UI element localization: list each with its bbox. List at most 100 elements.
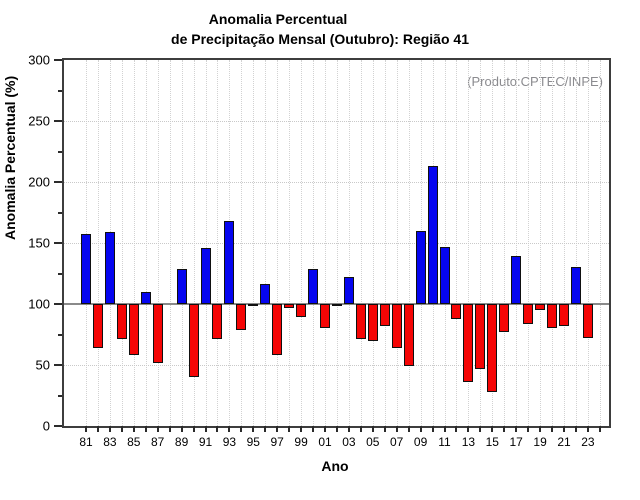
chart-subtitle: de Precipitação Mensal (Outubro): Região… [171, 31, 469, 47]
x-tick-label: 01 [318, 435, 332, 449]
x-axis-tick [347, 426, 350, 432]
x-tick-label: 91 [198, 435, 213, 449]
x-tick-label: 99 [294, 435, 308, 449]
y-tick-label: 0 [42, 418, 50, 434]
y-tick-label: 250 [28, 113, 50, 129]
x-axis-tick [419, 426, 422, 432]
x-tick-label: 23 [581, 435, 595, 449]
x-axis-tick [563, 426, 565, 432]
bar-1991 [200, 247, 211, 304]
y-axis-minor-tick [58, 394, 62, 397]
x-axis-tick [144, 426, 147, 432]
x-axis-tick [192, 426, 195, 432]
bar-2011 [439, 246, 450, 304]
x-axis-tick [120, 426, 123, 432]
x-axis-tick [479, 426, 482, 432]
bar-1996 [260, 284, 271, 304]
x-tick-label: 97 [270, 435, 284, 449]
x-axis-tick [598, 426, 601, 432]
x-axis-tick [252, 426, 255, 432]
x-axis-tick [204, 426, 207, 432]
horizontal-gridline [64, 121, 609, 122]
bar-2020 [547, 304, 558, 329]
x-tick-label: 81 [79, 435, 93, 449]
bar-1992 [212, 304, 223, 340]
bar-1985 [128, 304, 139, 356]
x-axis-tick [168, 426, 171, 432]
bar-1981 [81, 234, 91, 304]
y-axis-minor-tick [58, 333, 62, 336]
bar-2015 [487, 304, 498, 392]
x-axis-tick [228, 426, 231, 432]
y-axis-minor-tick [58, 272, 62, 275]
x-axis-tick [586, 426, 589, 432]
x-tick-label: 11 [438, 435, 451, 449]
bar-2001 [320, 304, 330, 329]
x-axis-tick [85, 426, 87, 432]
bar-1997 [272, 304, 283, 356]
x-axis-tick [407, 426, 410, 432]
x-axis-tick [574, 426, 577, 432]
x-axis-tick [527, 426, 530, 432]
y-axis-label: Anomalia Percentual (%) [2, 75, 18, 240]
horizontal-gridline [64, 365, 609, 366]
x-tick-label: 13 [461, 435, 476, 449]
x-axis-tick [240, 426, 243, 432]
x-tick-label: 19 [533, 435, 547, 449]
x-tick-label: 09 [413, 435, 428, 449]
x-axis-tick [503, 426, 506, 432]
bar-2017 [511, 256, 522, 304]
x-tick-label: 89 [174, 435, 189, 449]
y-tick-label: 200 [28, 174, 50, 190]
x-axis-tick [431, 426, 434, 432]
y-tick-label: 300 [28, 52, 50, 68]
y-axis-tick [54, 59, 62, 61]
bar-1994 [236, 304, 247, 330]
bar-1999 [296, 304, 307, 318]
y-axis-minor-tick [58, 89, 62, 92]
bar-2009 [415, 230, 426, 304]
x-axis-tick [335, 426, 338, 432]
y-axis-tick [54, 303, 62, 305]
bar-2019 [535, 304, 546, 311]
bar-2018 [523, 304, 534, 324]
bar-2000 [308, 268, 319, 304]
x-tick-label: 95 [246, 435, 260, 449]
bar-1982 [92, 304, 103, 348]
x-tick-label: 93 [222, 435, 237, 449]
x-axis-tick [264, 426, 267, 432]
bar-2002 [331, 304, 342, 307]
bar-1993 [224, 221, 235, 304]
y-axis-tick [54, 181, 62, 183]
bar-2023 [582, 304, 593, 339]
x-axis-label: Ano [321, 458, 349, 474]
bar-1989 [176, 268, 187, 304]
x-axis-tick [108, 426, 111, 432]
bar-2005 [367, 304, 378, 341]
horizontal-gridline [64, 182, 609, 183]
x-tick-label: 87 [151, 435, 165, 449]
x-tick-label: 05 [366, 435, 380, 449]
x-axis-tick [455, 426, 458, 432]
x-tick-label: 85 [127, 435, 141, 449]
x-axis-tick [539, 426, 542, 432]
x-axis-tick [96, 426, 99, 432]
y-tick-label: 50 [35, 357, 50, 373]
x-tick-label: 21 [557, 435, 571, 449]
x-axis-tick [551, 426, 554, 432]
bar-1998 [284, 304, 295, 308]
bar-2014 [475, 304, 486, 369]
x-axis-tick [491, 426, 494, 432]
bar-1984 [116, 304, 127, 340]
x-axis-tick [300, 426, 303, 432]
x-axis-tick [132, 426, 135, 432]
y-axis-tick [54, 242, 62, 244]
x-tick-label: 83 [103, 435, 117, 449]
x-axis-tick [443, 426, 446, 432]
x-axis-tick [276, 426, 279, 432]
x-axis-tick [312, 426, 315, 432]
x-axis-tick [216, 426, 219, 432]
x-axis-tick [395, 426, 398, 432]
horizontal-gridline [64, 243, 609, 244]
bar-2007 [391, 304, 402, 348]
